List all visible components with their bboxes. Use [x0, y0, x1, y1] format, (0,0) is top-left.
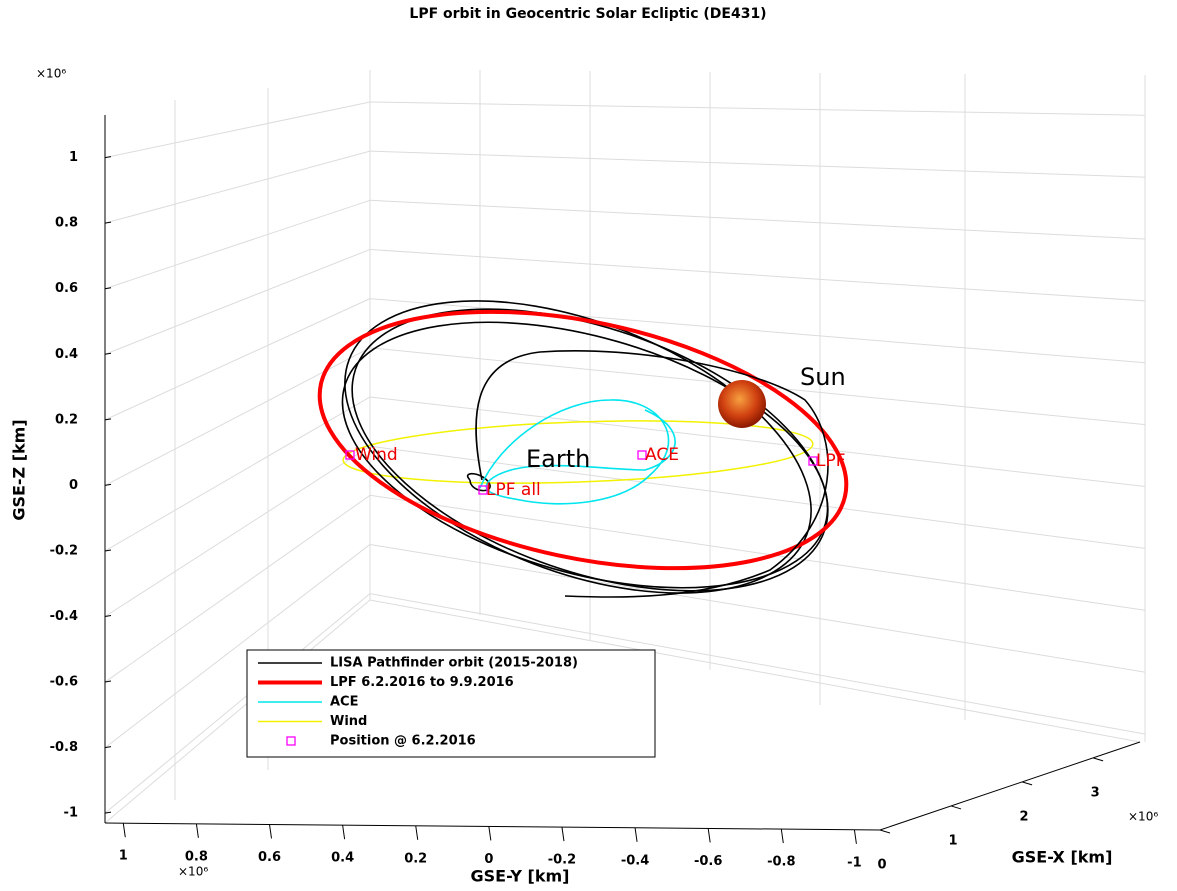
grid-line	[370, 200, 1145, 239]
grid-line	[105, 397, 370, 551]
y-tick-label: 0.6	[258, 850, 281, 865]
x-tick-label: 1	[949, 833, 958, 848]
z-tick-label: 0.8	[55, 216, 78, 231]
grid-line	[105, 249, 370, 354]
x-axis-label: GSE-X [km]	[1012, 848, 1113, 867]
y-tick-label: 0	[484, 852, 493, 867]
grid-line	[105, 446, 370, 616]
chart: LPF orbit in Geocentric Solar Ecliptic (…	[0, 0, 1177, 887]
tick-mark	[1022, 782, 1032, 785]
tick-mark	[854, 830, 856, 844]
tick-mark	[105, 222, 111, 223]
tick-mark	[105, 157, 111, 158]
x-exponent: ×10⁶	[1128, 810, 1158, 824]
y-tick-label: -0.2	[548, 853, 576, 868]
sun	[718, 380, 766, 428]
tick-mark	[270, 824, 272, 838]
z-tick-label: -0.2	[50, 543, 78, 558]
y-tick-label: -1	[847, 855, 861, 870]
y-tick-label: 0.8	[185, 849, 208, 864]
legend-label: LISA Pathfinder orbit (2015-2018)	[330, 656, 578, 671]
z-tick-label: 1	[69, 150, 78, 165]
z-tick-label: -0.6	[50, 675, 78, 690]
tick-mark	[1093, 758, 1103, 761]
tick-mark	[123, 823, 125, 837]
grid-line	[105, 200, 370, 288]
legend-label: Wind	[330, 714, 367, 729]
x-tick-label: 3	[1091, 785, 1100, 800]
annotation: LPF	[816, 451, 846, 471]
tick-mark	[562, 827, 564, 841]
tick-mark	[489, 826, 491, 840]
y-exponent: ×10⁶	[178, 865, 208, 879]
grid-line	[370, 249, 1145, 300]
tick-mark	[635, 828, 637, 842]
y-tick-label: 0.4	[331, 851, 354, 866]
z-tick-label: 0.2	[55, 412, 78, 427]
grid-line	[105, 151, 370, 223]
grid-line	[105, 348, 370, 486]
tick-mark	[781, 829, 783, 843]
grid-line	[370, 151, 1145, 177]
annotation: Wind	[355, 445, 398, 465]
annotation: ACE	[645, 445, 679, 465]
tick-mark	[343, 825, 345, 839]
z-tick-label: 0.4	[55, 347, 78, 362]
y-tick-label: -0.4	[621, 853, 649, 868]
grid-line	[105, 299, 370, 420]
y-tick-label: -0.6	[694, 854, 722, 869]
tick-mark	[951, 806, 961, 809]
legend-label: ACE	[330, 695, 358, 710]
grid-line	[370, 495, 1145, 610]
z-tick-label: -1	[64, 806, 78, 821]
z-tick-label: 0.6	[55, 281, 78, 296]
z-tick-label: -0.8	[50, 740, 78, 755]
y-tick-label: 1	[119, 849, 128, 864]
tick-mark	[105, 288, 111, 289]
tick-mark	[416, 826, 418, 840]
grid-line	[370, 299, 1145, 363]
x-tick-label: 2	[1020, 809, 1029, 824]
y-tick-label: -0.8	[767, 855, 795, 870]
z-tick-label: 0	[69, 478, 78, 493]
z-axis-label: GSE-Z [km]	[10, 419, 29, 520]
x-tick-label: 0	[877, 858, 886, 873]
grid-line	[105, 102, 370, 158]
legend-label: LPF 6.2.2016 to 9.9.2016	[330, 675, 514, 690]
chart-title: LPF orbit in Geocentric Solar Ecliptic (…	[409, 6, 766, 22]
y-axis-label: GSE-Y [km]	[471, 867, 570, 886]
annotation: Earth	[526, 445, 590, 473]
annotation: Sun	[800, 363, 846, 391]
legend-label: Position @ 6.2.2016	[330, 734, 476, 749]
y-tick-label: 0.2	[404, 851, 427, 866]
z-exponent: ×10⁶	[36, 67, 66, 81]
tick-mark	[880, 830, 890, 833]
x-axis	[880, 742, 1140, 830]
annotation: LPF all	[486, 480, 541, 500]
y-axis	[105, 823, 880, 830]
tick-mark	[196, 824, 198, 838]
grid-line	[370, 102, 1145, 115]
z-tick-label: -0.4	[50, 609, 78, 624]
tick-mark	[708, 828, 710, 842]
